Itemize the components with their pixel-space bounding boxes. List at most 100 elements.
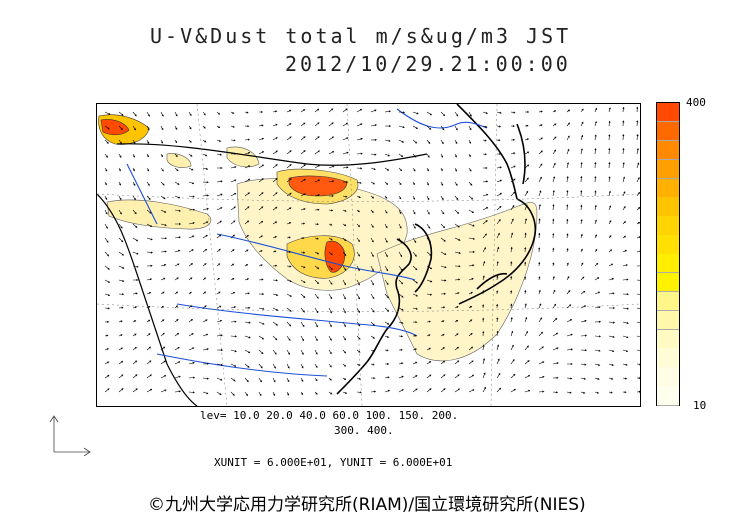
wind-arrow	[160, 389, 167, 393]
wind-arrow	[328, 349, 332, 355]
wind-arrow	[300, 307, 305, 313]
colorbar	[656, 102, 680, 406]
wind-arrow	[216, 180, 223, 183]
wind-arrow	[608, 235, 612, 239]
wind-arrow	[538, 376, 545, 379]
wind-arrow	[440, 292, 446, 295]
wind-arrow	[216, 248, 221, 253]
wind-arrow	[636, 106, 639, 113]
wind-arrow	[104, 125, 110, 130]
wind-arrow	[118, 125, 123, 131]
wind-arrow	[286, 192, 292, 197]
wind-arrow	[104, 153, 108, 158]
wind-arrow	[300, 150, 306, 155]
wind-arrow	[552, 332, 559, 337]
wind-arrow	[580, 349, 588, 352]
colorbar-segment	[657, 310, 679, 330]
wind-arrow	[510, 388, 516, 393]
wind-arrow	[622, 278, 629, 281]
wind-arrow	[580, 305, 587, 309]
wind-arrow	[496, 125, 502, 128]
wind-arrow	[118, 265, 125, 269]
wind-arrow	[566, 135, 570, 141]
wind-arrow	[160, 319, 165, 323]
wind-arrow	[622, 176, 626, 183]
wind-arrow	[342, 335, 347, 341]
wind-arrow	[258, 335, 265, 340]
wind-arrow	[566, 290, 571, 295]
wind-arrow	[440, 237, 446, 242]
wind-arrow	[202, 234, 208, 239]
wind-arrow	[300, 391, 304, 396]
wind-arrow	[146, 360, 152, 365]
wind-arrow	[594, 262, 599, 267]
dust-core-northwest-hot	[100, 119, 130, 136]
wind-arrow	[342, 108, 348, 113]
wind-arrow	[482, 139, 487, 142]
wind-arrow	[580, 233, 583, 239]
wind-arrow	[342, 307, 346, 314]
wind-arrow	[566, 262, 569, 267]
wind-arrow	[132, 346, 137, 351]
wind-arrow	[160, 375, 167, 379]
wind-arrow	[328, 223, 333, 226]
wind-arrow	[370, 195, 375, 199]
wind-arrow	[384, 279, 389, 286]
wind-arrow	[244, 125, 250, 128]
wind-arrow	[622, 363, 628, 366]
wind-arrow	[216, 193, 223, 197]
wind-arrow	[188, 181, 195, 185]
colorbar-segment	[657, 291, 679, 312]
wind-arrow	[342, 293, 346, 300]
wind-arrow	[426, 265, 433, 270]
wind-arrow	[538, 110, 543, 113]
wind-arrow	[272, 221, 278, 225]
wind-arrow	[594, 219, 597, 225]
wind-arrow	[426, 347, 431, 351]
wind-arrow	[202, 348, 209, 351]
wind-arrow	[244, 234, 249, 239]
wind-arrow	[188, 291, 192, 295]
wind-arrow	[342, 166, 349, 169]
wind-arrow	[622, 191, 626, 197]
wind-arrow	[286, 265, 292, 268]
wind-arrow	[398, 139, 405, 143]
wind-arrow	[412, 195, 415, 200]
wind-arrow	[538, 124, 543, 127]
wind-arrow	[258, 220, 264, 225]
wind-arrow	[342, 137, 349, 141]
wind-arrow	[622, 377, 628, 380]
wind-arrow	[552, 303, 557, 309]
wind-arrow	[104, 237, 109, 243]
wind-arrow	[552, 204, 555, 211]
wind-arrow	[356, 377, 361, 380]
wind-arrow	[230, 320, 237, 323]
wind-arrow	[300, 122, 306, 127]
wind-arrow	[258, 235, 263, 239]
wind-arrow	[608, 205, 612, 211]
wind-arrow	[608, 249, 613, 253]
wind-arrow	[426, 388, 432, 393]
wind-arrow	[552, 376, 559, 379]
wind-arrow	[188, 263, 194, 267]
wind-arrow	[482, 386, 486, 393]
wind-arrow	[580, 218, 583, 225]
wind-arrow	[146, 237, 153, 241]
wind-arrow	[370, 109, 377, 113]
wind-arrow	[328, 377, 332, 381]
wind-arrow	[524, 246, 527, 253]
wind-arrow	[132, 153, 135, 158]
wind-arrow	[146, 319, 151, 323]
wind-arrow	[622, 293, 629, 296]
wind-arrow	[370, 293, 375, 300]
wind-arrow	[594, 391, 600, 394]
wind-arrow	[286, 377, 290, 383]
wind-arrow	[216, 153, 223, 156]
wind-arrow	[594, 363, 601, 366]
wind-arrow	[538, 346, 544, 351]
wind-arrow	[202, 194, 210, 197]
wind-arrow	[132, 360, 138, 365]
wind-arrow	[328, 307, 332, 314]
wind-arrow	[356, 167, 363, 170]
wind-arrow	[314, 223, 319, 226]
